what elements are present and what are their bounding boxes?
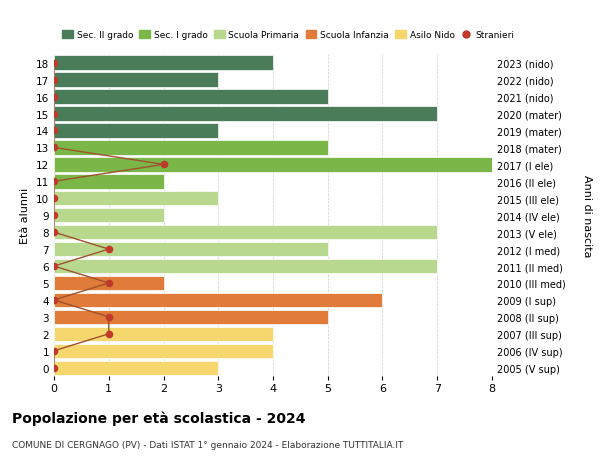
Bar: [54, 276, 163, 291]
Bar: [54, 107, 437, 122]
Bar: [54, 56, 273, 71]
Text: COMUNE DI CERGNAGO (PV) - Dati ISTAT 1° gennaio 2024 - Elaborazione TUTTITALIA.I: COMUNE DI CERGNAGO (PV) - Dati ISTAT 1° …: [12, 440, 403, 449]
Legend: Sec. II grado, Sec. I grado, Scuola Primaria, Scuola Infanzia, Asilo Nido, Stran: Sec. II grado, Sec. I grado, Scuola Prim…: [59, 28, 518, 44]
Point: [49, 364, 59, 372]
Point: [49, 195, 59, 202]
Point: [49, 178, 59, 185]
Point: [49, 145, 59, 152]
Y-axis label: Anni di nascita: Anni di nascita: [582, 174, 592, 257]
Bar: [54, 208, 163, 223]
Point: [104, 313, 113, 321]
Bar: [54, 242, 328, 257]
Bar: [54, 124, 218, 138]
Point: [49, 263, 59, 270]
Point: [49, 111, 59, 118]
Bar: [54, 141, 328, 155]
Bar: [54, 344, 273, 358]
Bar: [54, 191, 218, 206]
Point: [49, 297, 59, 304]
Point: [49, 60, 59, 67]
Bar: [54, 327, 273, 341]
Text: Popolazione per età scolastica - 2024: Popolazione per età scolastica - 2024: [12, 411, 305, 425]
Bar: [54, 293, 383, 308]
Point: [49, 347, 59, 355]
Bar: [54, 90, 328, 105]
Point: [104, 246, 113, 253]
Point: [104, 330, 113, 338]
Point: [49, 94, 59, 101]
Bar: [54, 225, 437, 240]
Bar: [54, 361, 218, 375]
Y-axis label: Età alunni: Età alunni: [20, 188, 31, 244]
Point: [49, 229, 59, 236]
Bar: [54, 259, 437, 274]
Bar: [54, 310, 328, 325]
Point: [49, 77, 59, 84]
Bar: [54, 73, 218, 88]
Point: [49, 212, 59, 219]
Point: [49, 128, 59, 135]
Point: [104, 280, 113, 287]
Bar: [54, 158, 547, 172]
Point: [158, 161, 168, 168]
Bar: [54, 175, 163, 189]
